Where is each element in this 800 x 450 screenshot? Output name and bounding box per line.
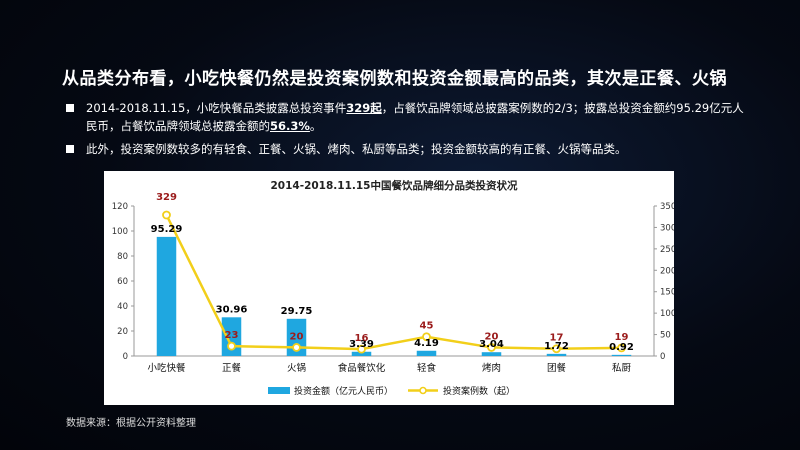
bar-5	[416, 350, 437, 356]
bar-value-label: 95.29	[151, 224, 183, 235]
bar-6	[481, 352, 502, 356]
source-note: 数据来源：根据公开资料整理	[66, 418, 196, 429]
bullet-text: 2014-2018.11.15，小吃快餐品类披露总投资事件329起，占餐饮品牌领…	[86, 101, 744, 133]
legend-bar-swatch	[268, 387, 290, 394]
line-value-label: 16	[355, 333, 369, 344]
right-tick-label: 50	[660, 331, 671, 341]
line-value-label: 20	[485, 331, 499, 342]
bar-value-label: 30.96	[216, 304, 248, 315]
line-point-5	[422, 332, 431, 342]
slide-title: 从品类分布看，小吃快餐仍然是投资案例数和投资金额最高的品类，其次是正餐、火锅	[62, 69, 727, 89]
left-tick-label: 80	[117, 252, 128, 262]
bullet-text: 此外，投资案例数较多的有轻食、正餐、火锅、烤肉、私厨等品类；投资金额较高的有正餐…	[86, 142, 627, 156]
bar-8	[611, 354, 632, 356]
left-tick-label: 0	[123, 352, 128, 362]
left-tick-label: 20	[117, 327, 128, 337]
line-point-6	[487, 343, 496, 352]
bullet-text-part: 2014-2018.11.15，小吃快餐品类披露总投资事件	[86, 101, 347, 115]
x-tick-label: 正餐	[222, 362, 242, 374]
bullet-text-part: 。	[309, 119, 322, 133]
bullet-item-1: 2014-2018.11.15，小吃快餐品类披露总投资事件329起，占餐饮品牌领…	[66, 99, 746, 135]
right-tick-label: 100	[660, 309, 674, 319]
chart-svg: 2014-2018.11.15中国餐饮品牌细分品类投资状况 0 20 40 60 80 10…	[112, 179, 676, 397]
x-tick-label: 烤肉	[482, 362, 501, 374]
line-value-label: 45	[420, 321, 434, 332]
line-value-label: 17	[550, 333, 564, 344]
x-tick-label: 轻食	[417, 362, 437, 374]
case-count-line	[165, 214, 622, 351]
x-tick-label: 食品餐饮化	[338, 362, 386, 374]
legend-line-label: 投资案例数（起）	[443, 385, 515, 397]
legend-line-marker	[419, 386, 427, 395]
bar-value-label: 1.72	[544, 341, 569, 352]
x-tick-label: 火锅	[287, 363, 306, 374]
line-point-4	[357, 344, 366, 354]
x-tick-label: 私厨	[612, 363, 632, 374]
right-tick-label: 200	[660, 266, 674, 276]
line-value-label: 20	[290, 331, 304, 342]
bar-value-label: 29.75	[281, 306, 313, 317]
right-tick-label: 300	[660, 223, 674, 233]
line-point-1	[162, 210, 171, 220]
bar-7	[546, 353, 567, 356]
bar-value-label: 4.19	[414, 338, 439, 349]
line-value-label: 19	[615, 332, 629, 343]
left-tick-label: 100	[112, 227, 128, 237]
bullet-square-icon	[66, 145, 74, 153]
bar-4	[351, 351, 372, 356]
bullet-square-icon	[66, 104, 74, 112]
line-value-label: 329	[156, 192, 177, 203]
bullet-list: 2014-2018.11.15，小吃快餐品类披露总投资事件329起，占餐饮品牌领…	[66, 99, 746, 163]
line-point-8	[617, 343, 626, 353]
chart-title: 2014-2018.11.15中国餐饮品牌细分品类投资状况	[270, 179, 518, 192]
left-tick-label: 60	[117, 277, 128, 287]
bullet-highlight: 56.3%	[270, 119, 310, 133]
line-point-7	[552, 344, 561, 354]
bar-value-label: 3.39	[349, 339, 374, 350]
bullet-highlight: 329起	[346, 101, 382, 115]
bullet-text-part: ，占餐饮品牌领域总披露案例数的2/3；披露总投资金额约95.29亿元人民币，占餐…	[86, 101, 744, 133]
right-tick-label: 250	[660, 245, 674, 255]
chart-panel: 2014-2018.11.15中国餐饮品牌细分品类投资状况 0 20 40 60 80 10…	[104, 171, 676, 405]
right-tick-label: 150	[660, 288, 674, 298]
x-tick-label: 小吃快餐	[147, 362, 186, 374]
left-tick-label: 40	[117, 302, 128, 312]
bar-value-label: 3.04	[479, 339, 504, 350]
legend-bar-label: 投资金额（亿元人民币）	[294, 385, 393, 397]
x-tick-label: 团餐	[547, 362, 567, 374]
bullet-item-2: 此外，投资案例数较多的有轻食、正餐、火锅、烤肉、私厨等品类；投资金额较高的有正餐…	[66, 140, 746, 158]
line-point-3	[292, 343, 301, 352]
bar-1	[156, 236, 177, 356]
line-value-label: 23	[225, 330, 239, 341]
left-tick-label: 120	[112, 202, 128, 212]
right-tick-label: 350	[660, 202, 674, 212]
right-tick-label: 0	[660, 352, 665, 362]
bar-value-label: 0.92	[609, 342, 634, 353]
line-point-2	[227, 341, 236, 351]
